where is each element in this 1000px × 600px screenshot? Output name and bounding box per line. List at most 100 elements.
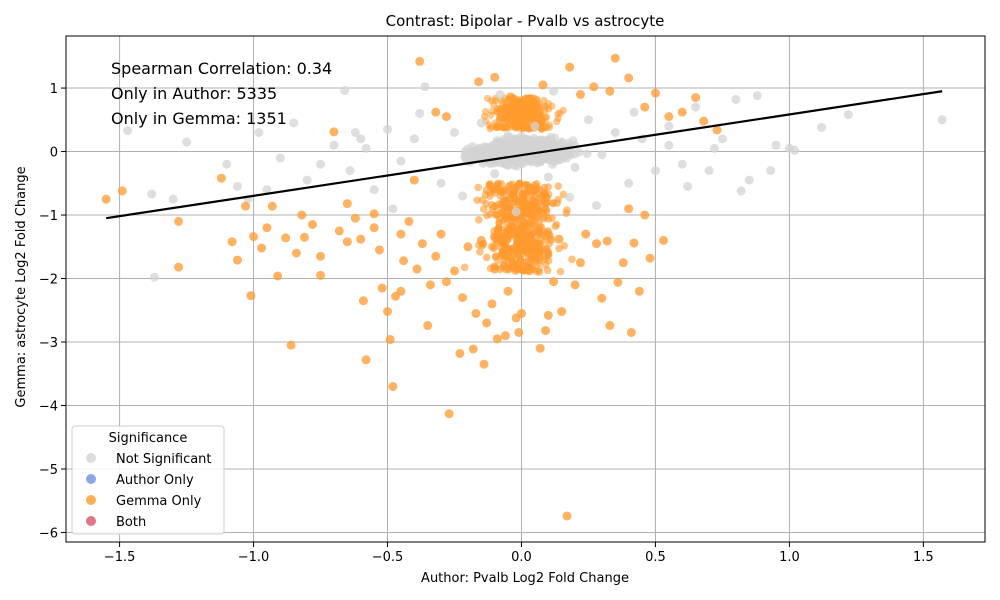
point-gemma-only <box>651 89 660 98</box>
point-gemma-only <box>611 54 620 63</box>
point-gemma-only <box>571 280 580 289</box>
cloud-point <box>555 245 563 253</box>
cloud-point <box>517 99 524 106</box>
point-gemma-only <box>431 108 440 117</box>
point-not-significant <box>303 176 312 185</box>
x-tick-label: −1.0 <box>238 550 270 565</box>
point-gemma-only <box>426 280 435 289</box>
cloud-point <box>499 106 506 113</box>
point-not-significant <box>705 166 714 175</box>
point-gemma-only <box>691 93 700 102</box>
point-not-significant <box>437 179 446 188</box>
point-not-significant <box>233 182 242 191</box>
cloud-point <box>480 205 488 213</box>
point-gemma-only <box>396 230 405 239</box>
point-gemma-only <box>362 355 371 364</box>
point-gemma-only <box>581 230 590 239</box>
point-gemma-only <box>343 237 352 246</box>
point-gemma-only <box>370 209 379 218</box>
point-not-significant <box>611 128 620 137</box>
y-tick-label: 0 <box>50 146 58 161</box>
point-not-significant <box>549 87 558 96</box>
cloud-point <box>583 149 592 158</box>
point-gemma-only <box>404 217 413 226</box>
cloud-point <box>461 264 469 272</box>
point-not-significant <box>346 166 355 175</box>
point-not-significant <box>584 115 593 124</box>
point-gemma-only <box>418 239 427 248</box>
point-gemma-only <box>469 344 478 353</box>
cloud-point <box>527 267 535 275</box>
point-not-significant <box>938 115 947 124</box>
point-gemma-only <box>563 511 572 520</box>
point-gemma-only <box>471 309 480 318</box>
point-gemma-only <box>228 237 237 246</box>
cloud-point <box>518 216 526 224</box>
point-not-significant <box>544 172 553 181</box>
cloud-point <box>553 221 561 229</box>
point-not-significant <box>731 95 740 104</box>
point-not-significant <box>150 273 159 282</box>
cloud-point <box>547 235 555 243</box>
point-gemma-only <box>536 344 545 353</box>
cloud-point <box>494 237 502 245</box>
point-gemma-only <box>538 80 547 89</box>
point-not-significant <box>817 123 826 132</box>
point-gemma-only <box>603 237 612 246</box>
cloud-point <box>514 124 521 131</box>
point-gemma-only <box>592 239 601 248</box>
y-tick-label: −4 <box>39 400 58 415</box>
point-not-significant <box>496 90 505 99</box>
cloud-point <box>501 147 510 156</box>
cloud-point <box>534 185 542 193</box>
point-gemma-only <box>498 249 507 258</box>
point-gemma-only <box>613 278 622 287</box>
legend-label-not-significant: Not Significant <box>116 452 212 467</box>
point-gemma-only <box>297 211 306 220</box>
point-not-significant <box>565 193 574 202</box>
point-not-significant <box>745 176 754 185</box>
x-tick-label: −0.5 <box>372 550 404 565</box>
point-gemma-only <box>482 318 491 327</box>
cloud-point <box>507 111 514 118</box>
cloud-point <box>509 190 517 198</box>
point-gemma-only <box>442 277 451 286</box>
point-gemma-only <box>118 186 127 195</box>
point-gemma-only <box>509 258 518 267</box>
y-axis-ticks: 1 0 −1 −2 −3 −4 −5 −6 <box>39 82 66 541</box>
y-tick-label: −5 <box>39 463 58 478</box>
legend: Significance Not Significant Author Only… <box>72 426 224 534</box>
cloud-point <box>504 124 511 131</box>
point-gemma-only <box>241 202 250 211</box>
point-not-significant <box>421 82 430 91</box>
point-gemma-only <box>316 271 325 280</box>
legend-marker-both <box>86 516 96 526</box>
cloud-point <box>545 215 553 223</box>
point-gemma-only <box>544 311 553 320</box>
point-gemma-only <box>273 271 282 280</box>
point-gemma-only <box>554 235 563 244</box>
annotation-only-author: Only in Author: 5335 <box>111 84 277 103</box>
cloud-point <box>503 161 512 170</box>
point-gemma-only <box>646 254 655 263</box>
cloud-point <box>515 195 523 203</box>
legend-label-both: Both <box>116 515 146 530</box>
cloud-point <box>524 204 532 212</box>
point-gemma-only <box>619 258 628 267</box>
point-not-significant <box>383 125 392 134</box>
point-gemma-only <box>624 73 633 82</box>
point-not-significant <box>790 146 799 155</box>
point-gemma-only <box>699 117 708 126</box>
point-gemma-only <box>233 256 242 265</box>
cloud-point <box>548 138 557 147</box>
point-gemma-only <box>287 341 296 350</box>
point-not-significant <box>766 166 775 175</box>
y-tick-label: −1 <box>39 209 58 224</box>
point-gemma-only <box>630 238 639 247</box>
point-gemma-only <box>410 176 419 185</box>
cloud-point <box>520 116 527 123</box>
cloud-point <box>541 190 549 198</box>
cloud-point <box>554 110 561 117</box>
point-gemma-only <box>249 232 258 241</box>
cloud-point <box>557 268 565 276</box>
